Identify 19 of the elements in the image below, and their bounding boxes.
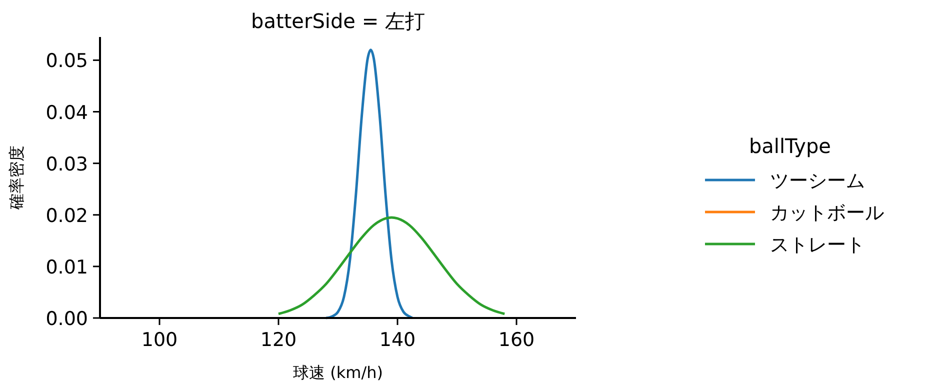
line-series — [277, 216, 506, 316]
y-tick-label: 0.05 — [46, 50, 88, 72]
line-series — [324, 48, 414, 320]
x-tick-label: 140 — [379, 329, 416, 351]
chart-title: batterSide = 左打 — [251, 9, 425, 33]
legend-label: カットボール — [770, 202, 884, 224]
x-tick-label: 120 — [260, 329, 297, 351]
x-tick-label: 160 — [498, 329, 535, 351]
legend-label: ストレート — [770, 234, 865, 256]
y-tick-label: 0.04 — [46, 102, 88, 124]
legend-label: ツーシーム — [770, 170, 865, 192]
y-tick-label: 0.00 — [46, 308, 88, 330]
y-tick-label: 0.02 — [46, 204, 88, 227]
x-tick-label: 100 — [141, 329, 178, 351]
x-axis-title: 球速 (km/h) — [293, 363, 383, 382]
y-tick-label: 0.01 — [46, 256, 88, 278]
y-tick-label: 0.03 — [46, 153, 88, 176]
y-axis-title: 確率密度 — [7, 146, 26, 210]
legend-title: ballType — [748, 134, 832, 158]
